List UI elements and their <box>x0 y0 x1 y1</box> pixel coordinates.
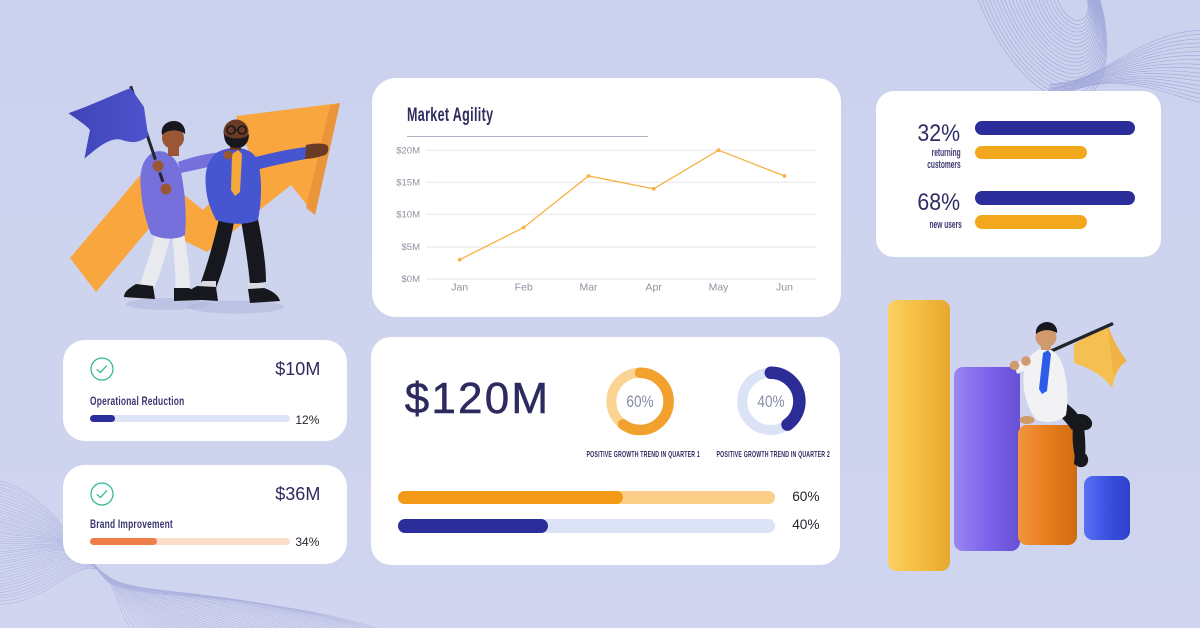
svg-text:Feb: Feb <box>514 282 532 294</box>
svg-text:$0M: $0M <box>401 274 420 285</box>
svg-text:Jan: Jan <box>451 282 468 294</box>
svg-text:$20M: $20M <box>396 145 420 156</box>
svg-text:$5M: $5M <box>401 242 420 253</box>
svg-text:$15M: $15M <box>396 177 420 188</box>
svg-text:Mar: Mar <box>579 282 598 294</box>
svg-text:May: May <box>708 282 729 294</box>
svg-text:Apr: Apr <box>645 282 662 294</box>
svg-text:$10M: $10M <box>396 209 420 220</box>
svg-text:Jun: Jun <box>776 282 793 294</box>
